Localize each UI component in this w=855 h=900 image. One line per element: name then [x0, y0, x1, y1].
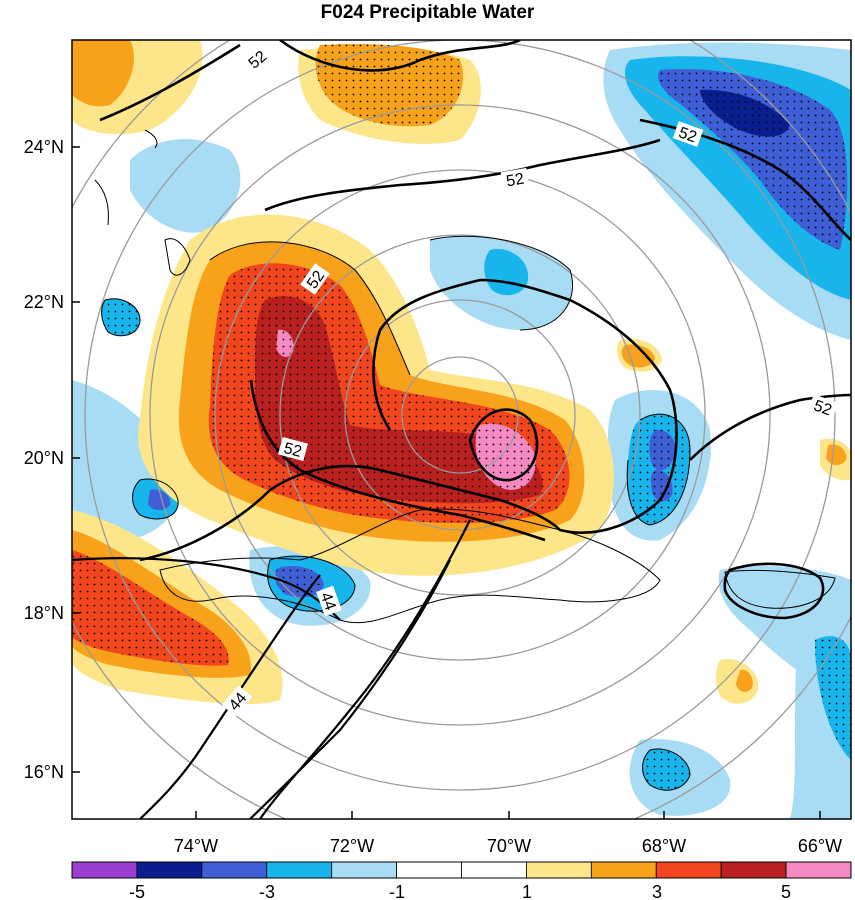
island-nw-2 [94, 179, 109, 226]
lat-tick-label-22n: 22°N [24, 292, 64, 312]
contours-thin [101, 235, 691, 791]
colorbar-label-minus-5: -5 [129, 882, 145, 900]
colorbar-label-3: 3 [652, 882, 662, 900]
lat-tick-label-24n: 24°N [24, 137, 64, 157]
lon-tick-label-68w: 68°W [642, 836, 686, 856]
colorbar: -5 -3 -1 1 3 5 [71, 861, 852, 900]
colorbar-swatch [266, 861, 333, 879]
lat-tick-label-16n: 16°N [24, 762, 64, 782]
island-nw-3 [144, 129, 158, 149]
lat-tick-label-18n: 18°N [24, 603, 64, 623]
colorbar-swatch [526, 861, 592, 879]
neg-patch-nw [130, 139, 241, 233]
colorbar-swatch [655, 861, 722, 879]
longitude-axis: 74°W 72°W 70°W 68°W 66°W [174, 811, 842, 856]
colorbar-swatch [71, 861, 138, 879]
range-rings [72, 40, 851, 819]
colorbar-swatch [201, 861, 268, 879]
colorbar-label-1: 1 [522, 882, 532, 900]
puerto-rico-coast [724, 569, 836, 609]
lon-tick-label-74w: 74°W [174, 836, 218, 856]
colorbar-label-5: 5 [781, 882, 791, 900]
map-area: 52 52 52 52 52 52 44 44 [72, 40, 851, 819]
colorbar-swatch [720, 861, 787, 879]
contour-label-52-e: 52 [282, 440, 304, 461]
colorbar-swatches [71, 861, 852, 879]
contour-label-52-f: 52 [811, 397, 834, 419]
contour-label-52-c: 52 [505, 171, 526, 191]
colorbar-swatch [785, 861, 852, 879]
map-frame [71, 39, 852, 820]
colorbar-swatch [590, 861, 657, 879]
colorbar-swatch [461, 861, 527, 879]
island-nw-1 [164, 238, 191, 276]
contour-label-44-a: 44 [317, 590, 339, 613]
colorbar-swatch [331, 861, 397, 879]
latitude-axis: 24°N 22°N 20°N 18°N 16°N [24, 137, 80, 782]
colorbar-frame [71, 861, 852, 879]
colorbar-swatch [136, 861, 203, 879]
lon-tick-label-72w: 72°W [330, 836, 374, 856]
contour-label-52-b: 52 [676, 124, 699, 146]
colorbar-label-minus-3: -3 [259, 882, 275, 900]
colorbar-label-minus-1: -1 [389, 882, 405, 900]
map-title: F024 Precipitable Water [320, 2, 535, 23]
colorbar-swatch [396, 861, 462, 879]
lat-tick-label-20n: 20°N [24, 448, 64, 468]
lon-tick-label-70w: 70°W [487, 836, 531, 856]
lon-tick-label-66w: 66°W [798, 836, 842, 856]
